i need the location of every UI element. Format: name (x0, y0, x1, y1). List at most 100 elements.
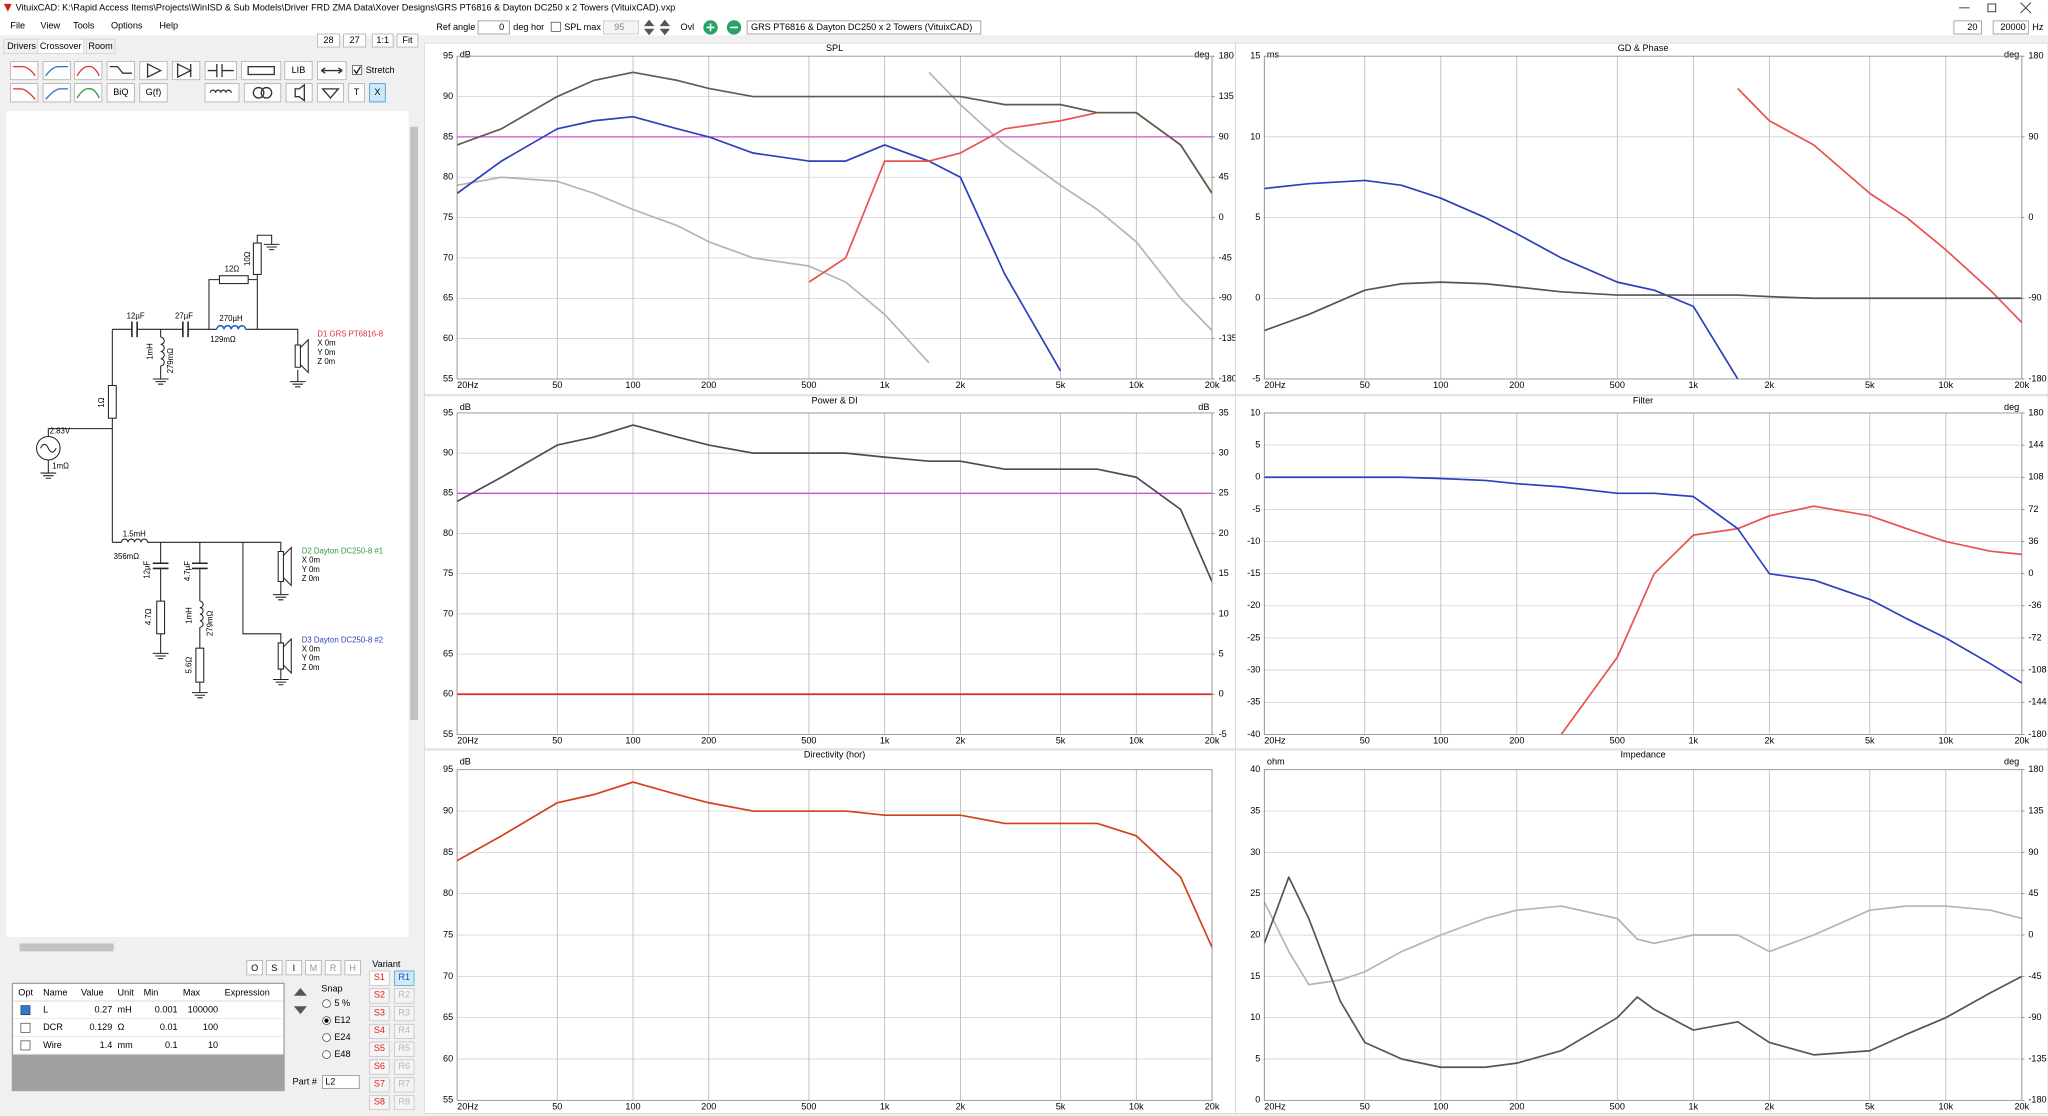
r-button[interactable] (394, 1023, 415, 1039)
gf-button[interactable] (139, 83, 168, 103)
tab-strip: Drivers Crossover Room (3, 38, 116, 54)
spl-max-checkbox[interactable] (550, 21, 561, 32)
ovl: Ovl (680, 22, 694, 32)
y2-tick-label: -180 (2028, 1095, 2046, 1105)
toolbar: 28 27 1:1 Fit (316, 33, 419, 48)
driver-coord: Z 0m (302, 574, 320, 583)
spin-up-down[interactable] (643, 19, 655, 36)
y2-tick-label: 25 (1219, 488, 1229, 498)
opt-checkbox[interactable] (20, 1005, 31, 1016)
table-body (13, 984, 284, 1055)
y2-unit: deg (2004, 49, 2019, 59)
s-button[interactable] (369, 1023, 390, 1039)
plot-frame (456, 412, 1213, 735)
opt-checkbox[interactable] (20, 1040, 31, 1051)
ref-angle-input[interactable] (477, 20, 510, 35)
y-unit: dB (460, 756, 471, 766)
project-box[interactable] (746, 20, 982, 35)
part-button[interactable] (344, 960, 361, 976)
y2-tick-label: 108 (2028, 472, 2043, 482)
x-tick-label: 1k (1688, 380, 1698, 390)
x-tick-label: 20Hz (1264, 380, 1286, 390)
s-button[interactable] (369, 970, 390, 986)
lib-button[interactable] (284, 61, 313, 81)
close[interactable] (2020, 2, 2032, 14)
opt-checkbox[interactable] (20, 1022, 31, 1033)
column-header: Min (144, 988, 159, 998)
x-tick-label: 50 (552, 735, 562, 745)
plot-frame (456, 55, 1213, 380)
y2-tick-label: 10 (1219, 608, 1229, 618)
menu-item[interactable]: File (10, 21, 25, 31)
chart-panel (424, 42, 1236, 395)
x-tick-label: 10k (1938, 735, 1953, 745)
button[interactable] (371, 33, 394, 48)
menu-item[interactable]: View (40, 21, 60, 31)
radio[interactable] (322, 999, 331, 1008)
column-header: Name (43, 988, 67, 998)
part-button[interactable] (305, 960, 322, 976)
menu-item[interactable]: Options (111, 21, 143, 31)
driver-coord: Y 0m (317, 348, 335, 357)
button[interactable] (396, 33, 419, 48)
zoom-box[interactable] (316, 33, 340, 48)
tab[interactable] (37, 38, 84, 54)
radio[interactable] (322, 1033, 331, 1042)
fit: Fit (402, 35, 413, 45)
r-button[interactable] (394, 1006, 415, 1022)
plot (1264, 87, 2022, 379)
stretch-checkbox[interactable] (352, 65, 363, 75)
s-button[interactable] (369, 988, 390, 1004)
y-tick-label: -25 (1247, 632, 1260, 642)
x-button[interactable] (369, 83, 386, 103)
f-max-input[interactable] (1992, 20, 2029, 35)
x-tick-label: 2k (956, 735, 966, 745)
menu-item[interactable]: Tools (73, 21, 95, 31)
spin-up-down[interactable] (659, 19, 671, 36)
part-input[interactable] (322, 1075, 360, 1089)
y-tick-label: 55 (443, 729, 453, 739)
y-unit: dB (460, 402, 471, 412)
part-button[interactable] (324, 960, 342, 976)
r-button[interactable] (394, 1095, 415, 1111)
s-button[interactable] (369, 1006, 390, 1022)
y-tick-label: 80 (443, 528, 453, 538)
radio[interactable] (322, 1050, 331, 1059)
checkmark (353, 66, 361, 75)
x-tick-label: 1k (880, 380, 890, 390)
chart-panel (1235, 749, 2048, 1114)
selected-inductor[interactable] (216, 324, 247, 330)
r-button[interactable] (394, 988, 415, 1004)
t-button[interactable] (348, 83, 365, 103)
part-label: 279mΩ (205, 610, 214, 636)
driver-coord: Y 0m (302, 565, 320, 574)
part-label: Part # (293, 1076, 318, 1086)
f-min-input[interactable] (1953, 20, 1982, 35)
part-button[interactable] (266, 960, 283, 976)
s-label: S2 (374, 990, 385, 1000)
x-tick-label: 2k (956, 380, 966, 390)
s-button[interactable] (369, 1059, 390, 1075)
menu-item[interactable]: Help (159, 21, 178, 31)
r-button[interactable] (394, 970, 415, 986)
h-scrollbar[interactable] (6, 942, 409, 953)
tab[interactable] (85, 38, 116, 54)
s-button[interactable] (369, 1095, 390, 1111)
part-button[interactable] (285, 960, 303, 976)
s-button[interactable] (369, 1041, 390, 1057)
x-tick-label: 20k (1205, 1101, 1220, 1111)
r-button[interactable] (394, 1041, 415, 1057)
zoom-box[interactable] (343, 33, 367, 48)
y2-tick-label: -144 (2028, 697, 2046, 707)
s-button[interactable] (369, 1077, 390, 1093)
biq-button[interactable] (106, 83, 135, 103)
part-button[interactable] (246, 960, 263, 976)
restore[interactable] (1987, 3, 1997, 13)
r-button[interactable] (394, 1077, 415, 1093)
spl-max-input[interactable] (603, 20, 640, 35)
y2-tick-label: 180 (2028, 51, 2043, 61)
r-button[interactable] (394, 1059, 415, 1075)
cell: 0.27 (95, 1005, 113, 1015)
cell: Wire (43, 1040, 62, 1050)
snap-arrows[interactable] (293, 987, 307, 1015)
